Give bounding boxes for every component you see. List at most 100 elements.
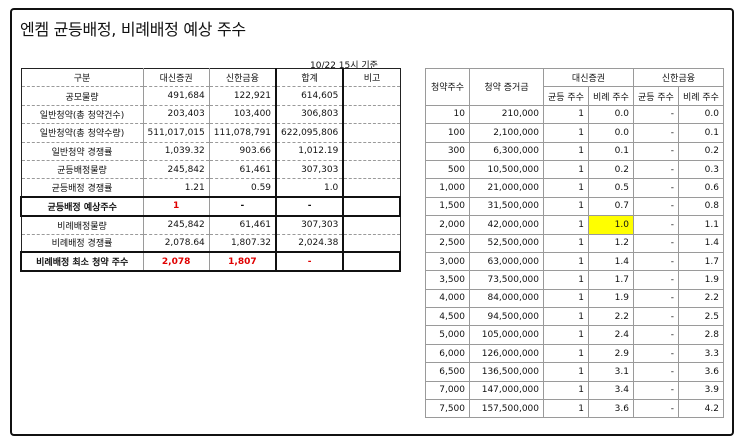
cell-value: 111,078,791 (208, 123, 277, 143)
cell-value: 3,500 (425, 270, 470, 290)
cell-value: 0.7 (587, 196, 634, 217)
cell-value: 3.6 (587, 399, 634, 419)
table-row: 7,000 147,000,000 1 3.4-3.9 (425, 380, 724, 401)
cell-value: 3.4 (587, 380, 634, 401)
cell-value (342, 178, 401, 198)
cell-value: 1.2 (587, 233, 634, 253)
cell-value: 0.0 (677, 104, 724, 125)
row-label: 균등배정물량 (20, 159, 144, 180)
cell-value: - (632, 325, 679, 345)
cell-value: 10,500,000 (469, 159, 544, 180)
cell-value: 0.1 (677, 123, 724, 143)
table-row: 6,000 126,000,000 1 2.9-3.3 (425, 343, 724, 364)
table-row: 4,000 84,000,000 1 1.9-2.2 (425, 288, 724, 309)
cell-value: - (275, 196, 345, 217)
table-row: 5,000 105,000,000 1 2.4-2.8 (425, 325, 724, 345)
row-label: 일반청약 경쟁률 (20, 141, 144, 161)
cell-value: 1,807 (208, 251, 277, 272)
cell-value (342, 86, 401, 106)
cell-value: 136,500,000 (469, 362, 544, 382)
cell-value: - (632, 307, 679, 327)
cell-value: 245,842 (142, 215, 210, 235)
cell-value: - (632, 215, 679, 235)
table-row: 2,500 52,500,000 1 1.2-1.4 (425, 233, 724, 253)
cell-value: 63,000,000 (469, 251, 544, 272)
cell-value: 245,842 (142, 159, 210, 180)
cell-value: 7,000 (425, 380, 470, 401)
cell-value: 3.6 (677, 362, 724, 382)
cell-value: - (632, 123, 679, 143)
table-row: 비례배정 최소 청약 주수 2,078 1,807- (20, 251, 402, 272)
cell-value (342, 141, 401, 161)
table-row: 비례배정 경쟁률 2,078.64 1,807.32 2,024.38 (20, 233, 401, 253)
table-row: 3,500 73,500,000 1 1.7-1.9 (425, 270, 724, 290)
cell-value (342, 251, 402, 272)
cell-value: 61,461 (208, 159, 277, 180)
cell-value: 2,078.64 (142, 233, 210, 253)
cell-value: 307,303 (275, 215, 345, 235)
row-label: 균등배정 예상주수 (20, 196, 144, 217)
cell-value: 300 (425, 141, 470, 161)
column-header: 비고 (342, 67, 401, 88)
cell-value: 52,500,000 (469, 233, 544, 253)
cell-value: - (632, 233, 679, 253)
cell-value: 61,461 (208, 215, 277, 235)
page-title: 엔켐 균등배정, 비례배정 예상 주수 (20, 20, 246, 39)
cell-value: 1,807.32 (208, 233, 277, 253)
cell-value: 2.4 (587, 325, 634, 345)
cell-value: 94,500,000 (469, 307, 544, 327)
cell-value: 2,100,000 (469, 123, 544, 143)
cell-value: 3.3 (677, 343, 724, 364)
row-label: 일반청약(총 청약수량) (20, 123, 144, 143)
cell-value: 1 (543, 307, 589, 327)
cell-value: - (632, 178, 679, 198)
cell-value: 7,500 (425, 399, 470, 419)
cell-value: - (632, 141, 679, 161)
cell-value: 6,500 (425, 362, 470, 382)
cell-value: 1 (543, 233, 589, 253)
cell-value: 0.5 (587, 178, 634, 198)
row-label: 비례배정물량 (20, 215, 144, 235)
cell-value: 0.6 (677, 178, 724, 198)
table-row: 균등배정물량 245,842 61,461 307,303 (20, 159, 401, 180)
table-row: 1,000 21,000,000 1 0.5-0.6 (425, 178, 724, 198)
table-row: 100 2,100,000 1 0.0-0.1 (425, 123, 724, 143)
cell-value: - (208, 196, 277, 217)
cell-value: 126,000,000 (469, 343, 544, 364)
cell-value: 2.5 (677, 307, 724, 327)
column-header: 신한금융 (208, 67, 277, 88)
table-row: 일반청약 경쟁률 1,039.32 903.66 1,012.19 (20, 141, 401, 161)
cell-value: - (275, 251, 345, 272)
table-row: 7,500 157,500,000 1 3.6-4.2 (425, 399, 724, 419)
cell-value: - (632, 343, 679, 364)
cell-value: - (632, 362, 679, 382)
table-row: 300 6,300,000 1 0.1-0.2 (425, 141, 724, 161)
column-header: 구분 (20, 67, 144, 88)
cell-value: 1,039.32 (142, 141, 210, 161)
cell-value: 2.2 (677, 288, 724, 309)
cell-value: 622,095,806 (275, 123, 345, 143)
cell-value: 103,400 (208, 104, 277, 125)
cell-value: 2,000 (425, 215, 470, 235)
cell-value: 0.8 (677, 196, 724, 217)
cell-value: 10 (425, 104, 470, 125)
cell-value: 6,000 (425, 343, 470, 364)
table-row: 일반청약(총 청약건수) 203,403 103,400 306,803 (20, 104, 401, 125)
cell-value (342, 123, 401, 143)
cell-value: 157,500,000 (469, 399, 544, 419)
cell-value: 1,000 (425, 178, 470, 198)
cell-value: 1 (543, 270, 589, 290)
cell-value: 2.9 (587, 343, 634, 364)
cell-value (342, 196, 402, 217)
table-row: 비례배정물량 245,842 61,461 307,303 (20, 215, 401, 235)
cell-value: 1.0 (587, 215, 634, 235)
cell-value: 2.2 (587, 307, 634, 327)
table-row: 2,000 42,000,000 1 1.0-1.1 (425, 215, 724, 235)
cell-value: 122,921 (208, 86, 277, 106)
as-of-note: 10/22 15시 기준 (310, 61, 378, 71)
cell-value: 1.7 (587, 270, 634, 290)
table-row: 3,000 63,000,000 1 1.4-1.7 (425, 251, 724, 272)
allocation-summary-table: 구분 대신증권 신한금융 합계 비고 공모물량 491,684 122,921 614,605 일… (20, 67, 402, 272)
cell-value: 1 (543, 104, 589, 125)
cell-value (342, 233, 401, 253)
